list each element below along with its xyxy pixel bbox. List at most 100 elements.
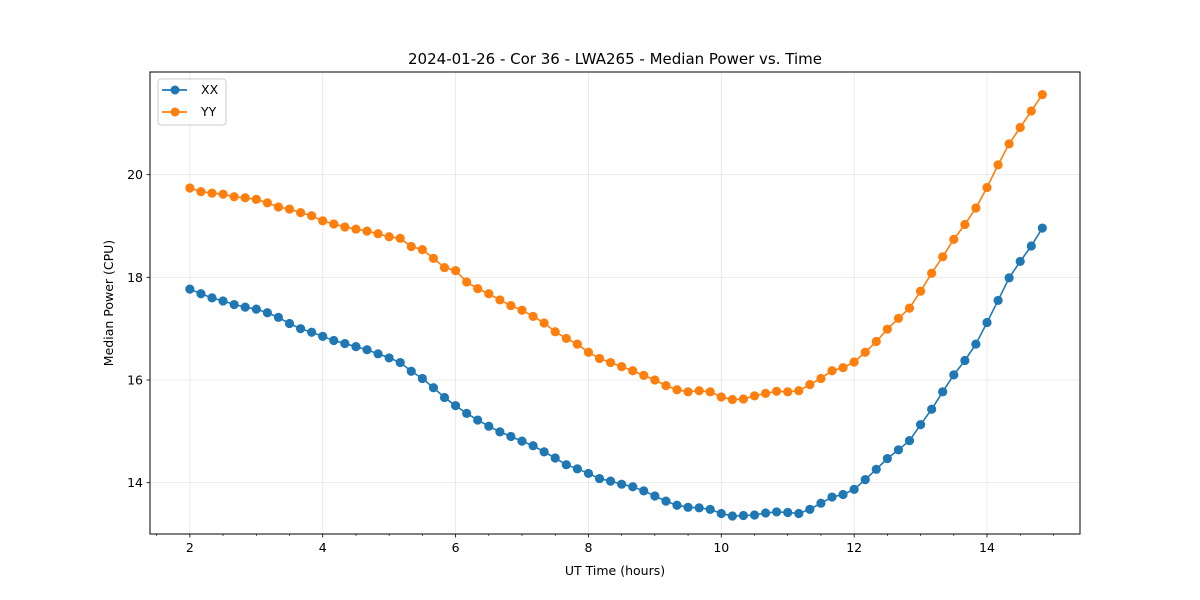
data-point-yy: [329, 219, 339, 229]
data-point-xx: [617, 479, 627, 489]
data-point-yy: [705, 387, 715, 397]
data-point-yy: [960, 219, 970, 230]
data-point-xx: [439, 392, 450, 403]
data-point-xx: [572, 464, 582, 474]
data-point-yy: [727, 394, 737, 405]
data-point-xx: [960, 355, 970, 366]
data-point-xx: [816, 498, 826, 508]
data-point-xx: [639, 486, 649, 496]
data-point-yy: [794, 386, 804, 396]
data-point-yy: [938, 252, 948, 262]
data-point-yy: [318, 216, 328, 226]
data-point-yy: [904, 303, 915, 313]
data-point-yy: [273, 202, 284, 212]
data-point-xx: [506, 431, 516, 442]
data-point-yy: [450, 266, 461, 276]
data-point-xx: [982, 317, 992, 328]
data-point-xx: [938, 387, 948, 397]
data-point-xx: [207, 293, 217, 303]
data-point-xx: [1015, 256, 1025, 267]
legend-marker-yy: [170, 107, 180, 117]
data-point-yy: [893, 313, 904, 323]
data-point-yy: [373, 229, 383, 239]
data-point-yy: [351, 224, 361, 234]
data-point-xx: [240, 302, 250, 312]
axis-ticks: 2 4 6 8 10 12 14 14 16 18 20: [127, 167, 1054, 555]
data-point-xx: [749, 510, 760, 520]
x-tick-label: 12: [846, 540, 862, 555]
data-point-yy: [561, 333, 571, 344]
data-point-xx: [971, 339, 981, 349]
data-point-yy: [650, 375, 660, 385]
data-point-xx: [295, 324, 306, 334]
data-point-xx: [229, 299, 239, 310]
data-point-xx: [473, 415, 483, 425]
data-point-xx: [583, 468, 594, 479]
data-point-xx: [539, 447, 549, 457]
data-point-yy: [716, 392, 726, 402]
data-point-xx: [351, 342, 361, 352]
data-point-yy: [284, 204, 295, 214]
data-point-xx: [594, 473, 605, 484]
data-point-yy: [1037, 89, 1047, 100]
data-point-xx: [406, 366, 416, 376]
data-series: [185, 89, 1047, 521]
data-point-yy: [439, 262, 450, 273]
data-point-yy: [307, 211, 317, 221]
data-point-yy: [661, 381, 671, 391]
data-point-yy: [395, 233, 405, 243]
legend-marker-xx: [170, 85, 180, 95]
data-point-yy: [528, 311, 538, 321]
data-point-xx: [1026, 241, 1036, 251]
x-tick-label: 8: [584, 540, 592, 555]
y-tick-label: 18: [127, 270, 143, 285]
data-point-yy: [295, 208, 306, 218]
data-point-yy: [484, 289, 494, 299]
data-point-xx: [794, 508, 804, 519]
data-point-yy: [694, 386, 704, 396]
data-point-xx: [495, 427, 505, 437]
data-point-yy: [971, 203, 981, 213]
data-point-xx: [373, 349, 383, 359]
data-point-xx: [550, 453, 560, 463]
data-point-yy: [849, 357, 859, 367]
data-point-yy: [915, 286, 926, 296]
data-point-yy: [1004, 139, 1014, 149]
data-point-xx: [893, 445, 904, 455]
data-point-yy: [760, 388, 771, 398]
data-point-yy: [738, 394, 749, 404]
data-point-xx: [727, 511, 737, 521]
data-point-yy: [982, 182, 992, 193]
data-point-yy: [196, 187, 206, 197]
data-point-xx: [484, 421, 494, 431]
data-point-yy: [860, 347, 870, 357]
data-point-yy: [340, 222, 350, 232]
data-point-yy: [495, 295, 505, 305]
data-point-yy: [417, 245, 427, 255]
data-point-xx: [528, 441, 538, 451]
data-point-xx: [915, 420, 926, 430]
data-point-yy: [251, 194, 261, 204]
data-point-yy: [816, 373, 826, 384]
x-tick-label: 6: [452, 540, 460, 555]
data-point-xx: [672, 500, 682, 510]
data-point-xx: [772, 507, 782, 517]
data-point-yy: [827, 366, 837, 376]
data-point-yy: [993, 160, 1003, 170]
data-point-yy: [927, 268, 937, 278]
data-point-xx: [904, 435, 915, 446]
data-point-yy: [462, 277, 472, 287]
data-point-yy: [605, 357, 616, 368]
data-point-yy: [683, 387, 693, 397]
x-tick-label: 2: [186, 540, 194, 555]
data-point-yy: [473, 284, 483, 294]
plot-area-frame: [149, 71, 1081, 535]
data-point-xx: [318, 331, 328, 341]
data-point-xx: [694, 503, 704, 513]
data-point-xx: [882, 453, 892, 464]
legend-label-xx: XX: [201, 82, 219, 97]
data-point-yy: [185, 183, 195, 193]
data-point-yy: [572, 339, 582, 349]
data-point-yy: [207, 188, 217, 198]
data-point-xx: [462, 408, 472, 418]
